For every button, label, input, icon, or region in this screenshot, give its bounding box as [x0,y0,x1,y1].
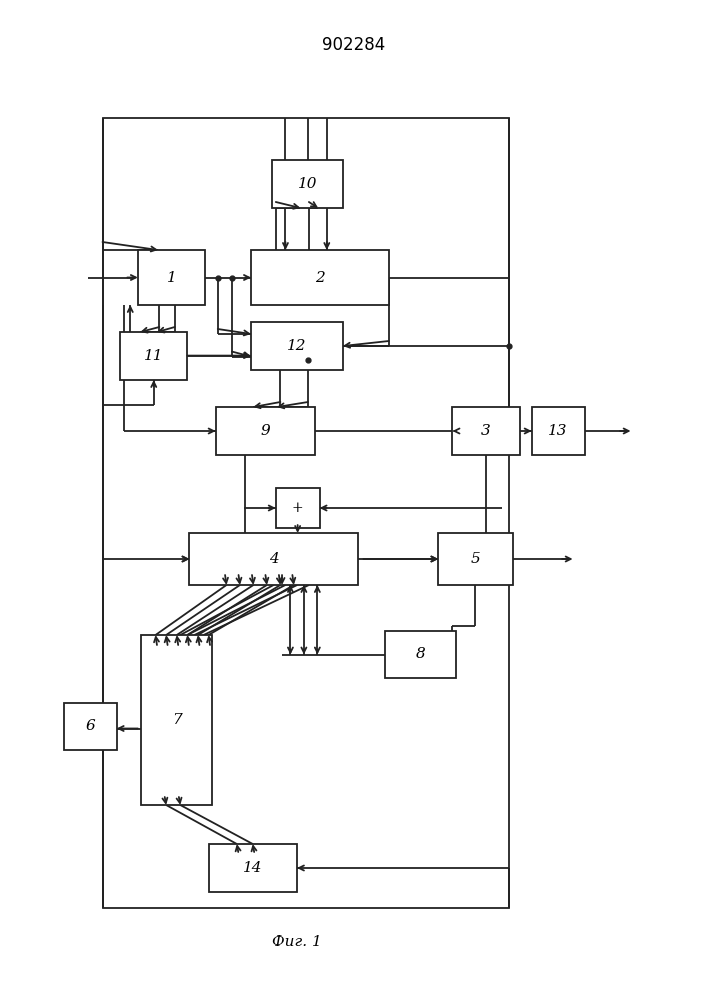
Bar [438,533,513,585]
Text: 11: 11 [144,349,163,363]
Bar [532,407,585,455]
Text: 1: 1 [167,271,176,285]
Text: 5: 5 [471,552,480,566]
Text: 6: 6 [86,720,95,734]
Bar [251,322,343,370]
Bar [103,118,509,908]
Bar [452,407,520,455]
Bar [64,703,117,750]
Bar [209,844,297,892]
Bar [120,332,187,380]
Text: 12: 12 [287,339,307,353]
Bar [272,160,343,208]
Text: +: + [292,501,303,515]
Bar [141,635,212,805]
Text: 2: 2 [315,271,325,285]
Text: 902284: 902284 [322,36,385,54]
Text: 10: 10 [298,177,317,191]
Bar [189,533,358,585]
Text: Фиг. 1: Фиг. 1 [272,935,322,949]
Text: 3: 3 [481,424,491,438]
Text: 8: 8 [416,648,426,662]
Text: 13: 13 [549,424,568,438]
Bar [276,488,320,528]
Bar [138,250,205,305]
Text: 9: 9 [260,424,270,438]
Text: 4: 4 [269,552,279,566]
Text: 7: 7 [172,713,182,727]
Bar [251,250,389,305]
Text: 14: 14 [243,861,262,875]
Bar [385,631,456,678]
Bar [216,407,315,455]
